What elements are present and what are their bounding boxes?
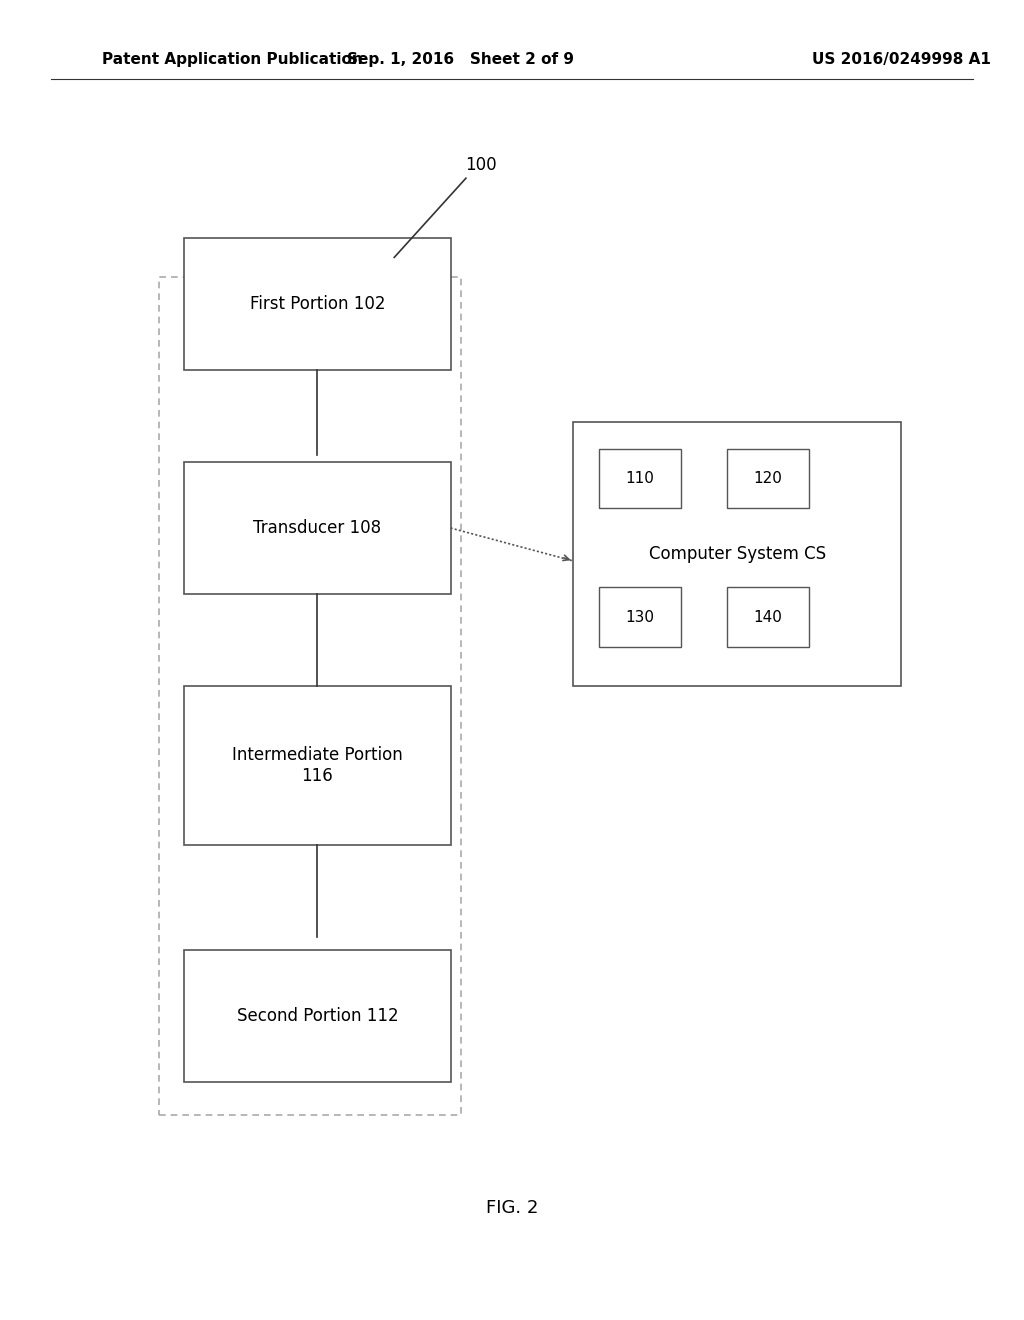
Text: FIG. 2: FIG. 2: [485, 1199, 539, 1217]
FancyBboxPatch shape: [573, 422, 901, 686]
Text: Transducer 108: Transducer 108: [253, 519, 382, 537]
FancyBboxPatch shape: [184, 950, 451, 1082]
Text: 140: 140: [754, 610, 782, 624]
Text: Intermediate Portion
116: Intermediate Portion 116: [232, 746, 402, 785]
Text: 110: 110: [626, 471, 654, 486]
Text: 130: 130: [626, 610, 654, 624]
FancyBboxPatch shape: [184, 462, 451, 594]
Bar: [159, 277, 461, 1115]
Text: Computer System CS: Computer System CS: [649, 545, 825, 564]
FancyBboxPatch shape: [184, 238, 451, 370]
Text: First Portion 102: First Portion 102: [250, 294, 385, 313]
FancyBboxPatch shape: [184, 686, 451, 845]
FancyBboxPatch shape: [727, 449, 809, 508]
FancyBboxPatch shape: [599, 449, 681, 508]
Text: Patent Application Publication: Patent Application Publication: [102, 51, 364, 67]
Text: Sep. 1, 2016   Sheet 2 of 9: Sep. 1, 2016 Sheet 2 of 9: [347, 51, 574, 67]
Text: 120: 120: [754, 471, 782, 486]
Text: 100: 100: [466, 156, 497, 174]
FancyBboxPatch shape: [599, 587, 681, 647]
FancyBboxPatch shape: [727, 587, 809, 647]
Text: Second Portion 112: Second Portion 112: [237, 1007, 398, 1026]
Text: US 2016/0249998 A1: US 2016/0249998 A1: [812, 51, 990, 67]
